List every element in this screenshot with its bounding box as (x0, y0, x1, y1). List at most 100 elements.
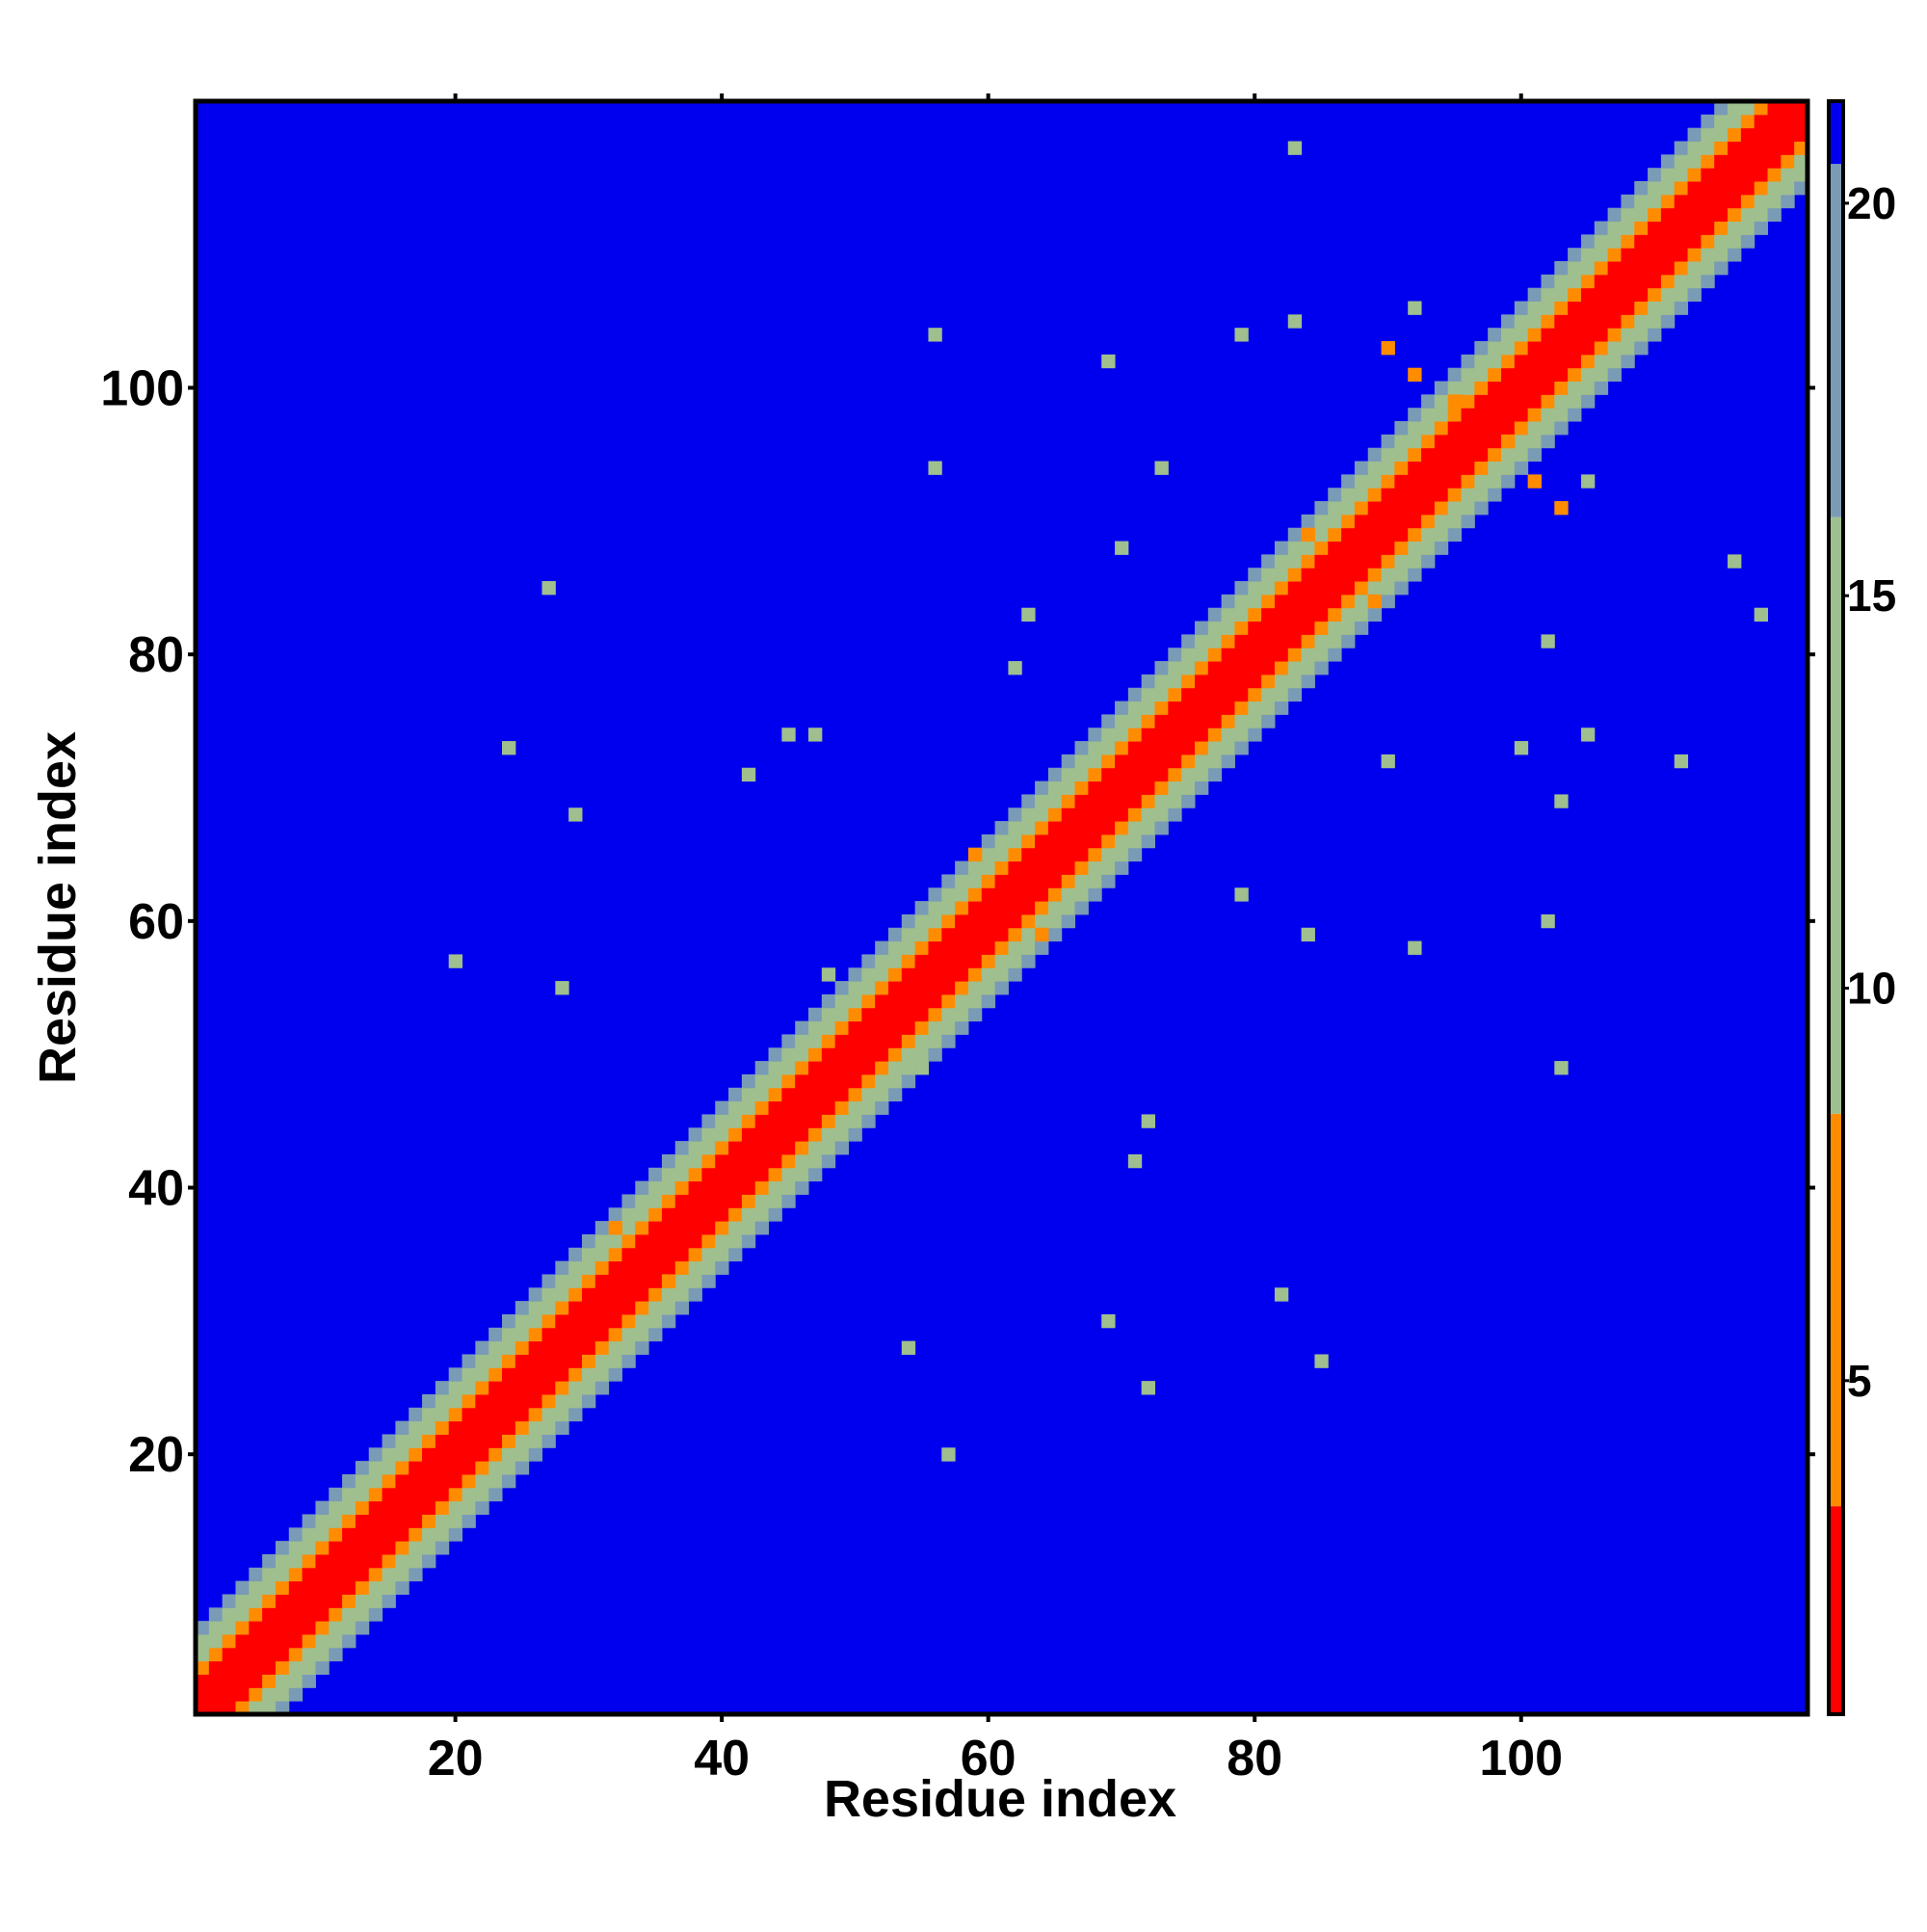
diagonal-cell (1168, 674, 1182, 689)
diagonal-cell (914, 1034, 929, 1048)
diagonal-cell (1434, 394, 1449, 409)
diagonal-cell (329, 1553, 343, 1569)
diagonal-cell (901, 940, 916, 955)
diagonal-cell (981, 901, 996, 915)
diagonal-cell (1488, 328, 1502, 342)
diagonal-cell (222, 1633, 236, 1649)
diagonal-cell (1514, 421, 1529, 436)
diagonal-cell (887, 1034, 903, 1048)
contact-cell (1580, 728, 1596, 742)
diagonal-cell (1261, 621, 1276, 635)
diagonal-cell (821, 1114, 836, 1128)
diagonal-cell (981, 913, 996, 929)
diagonal-cell (1488, 421, 1502, 436)
diagonal-cell (1035, 887, 1049, 902)
diagonal-cell (235, 1701, 250, 1715)
diagonal-cell (422, 1447, 436, 1462)
diagonal-cell (1287, 541, 1303, 555)
diagonal-cell (1607, 287, 1622, 303)
diagonal-cell (1461, 474, 1475, 489)
diagonal-cell (1500, 461, 1516, 475)
diagonal-cell (262, 1687, 277, 1702)
diagonal-cell (848, 1061, 862, 1075)
diagonal-cell (834, 1020, 849, 1035)
diagonal-cell (1314, 541, 1329, 555)
x-tick-label: 60 (961, 1731, 1016, 1786)
diagonal-cell (1194, 741, 1209, 755)
diagonal-cell (1461, 408, 1475, 422)
diagonal-cell (1394, 447, 1409, 463)
diagonal-cell (981, 887, 996, 902)
diagonal-cell (1207, 674, 1223, 689)
diagonal-cell (1367, 541, 1383, 555)
diagonal-cell (1541, 274, 1555, 289)
diagonal-cell (382, 1514, 396, 1528)
diagonal-cell (462, 1447, 476, 1462)
diagonal-cell (249, 1701, 263, 1715)
diagonal-cell (1794, 101, 1808, 116)
diagonal-cell (315, 1567, 330, 1582)
diagonal-cell (1234, 741, 1249, 755)
diagonal-cell (795, 1047, 809, 1062)
diagonal-cell (1408, 501, 1422, 516)
diagonal-cell (635, 1287, 649, 1302)
diagonal-cell (674, 1141, 690, 1155)
diagonal-cell (528, 1407, 542, 1422)
diagonal-cell (1154, 741, 1169, 755)
diagonal-cell (1674, 274, 1689, 289)
diagonal-cell (342, 1580, 356, 1595)
diagonal-cell (1301, 581, 1315, 595)
diagonal-cell (1008, 967, 1022, 982)
diagonal-cell (741, 1141, 756, 1155)
diagonal-cell (928, 954, 942, 968)
diagonal-cell (1274, 701, 1289, 715)
diagonal-cell (621, 1194, 636, 1208)
diagonal-cell (741, 1194, 756, 1208)
contact-cell (967, 847, 983, 862)
diagonal-cell (235, 1674, 250, 1688)
diagonal-cell (861, 1007, 876, 1022)
diagonal-cell (795, 1114, 809, 1128)
diagonal-cell (967, 1007, 983, 1022)
diagonal-cell (1074, 754, 1089, 769)
diagonal-cell (1047, 860, 1063, 875)
diagonal-cell (368, 1473, 383, 1489)
diagonal-cell (1101, 767, 1116, 782)
diagonal-cell (621, 1287, 636, 1302)
diagonal-cell (409, 1514, 423, 1528)
diagonal-cell (1261, 661, 1276, 675)
diagonal-cell (795, 1141, 809, 1155)
diagonal-cell (808, 1153, 823, 1169)
diagonal-cell (1594, 354, 1609, 369)
diagonal-cell (1221, 594, 1235, 609)
diagonal-cell (834, 1114, 849, 1128)
diagonal-cell (1754, 141, 1769, 155)
diagonal-cell (741, 1127, 756, 1142)
diagonal-cell (715, 1153, 729, 1169)
diagonal-cell (1141, 794, 1156, 808)
diagonal-cell (448, 1407, 463, 1422)
diagonal-cell (1421, 461, 1436, 475)
diagonal-cell (1701, 181, 1715, 196)
diagonal-cell (1394, 514, 1409, 529)
diagonal-cell (568, 1274, 583, 1288)
diagonal-cell (435, 1541, 450, 1555)
diagonal-cell (1767, 207, 1782, 223)
diagonal-cell (1634, 274, 1649, 289)
diagonal-cell (1474, 474, 1489, 489)
diagonal-cell (1061, 767, 1076, 782)
diagonal-cell (1781, 181, 1795, 196)
diagonal-cell (288, 1594, 304, 1608)
diagonal-cell (1421, 447, 1436, 463)
diagonal-cell (914, 927, 929, 942)
diagonal-cell (382, 1447, 396, 1462)
diagonal-cell (1354, 594, 1369, 609)
diagonal-cell (635, 1313, 649, 1329)
diagonal-cell (1341, 541, 1356, 555)
diagonal-cell (1514, 447, 1529, 463)
contact-cell (1580, 474, 1596, 489)
diagonal-cell (701, 1260, 716, 1275)
diagonal-cell (1568, 248, 1582, 262)
diagonal-cell (1328, 648, 1342, 662)
diagonal-cell (1541, 381, 1555, 395)
